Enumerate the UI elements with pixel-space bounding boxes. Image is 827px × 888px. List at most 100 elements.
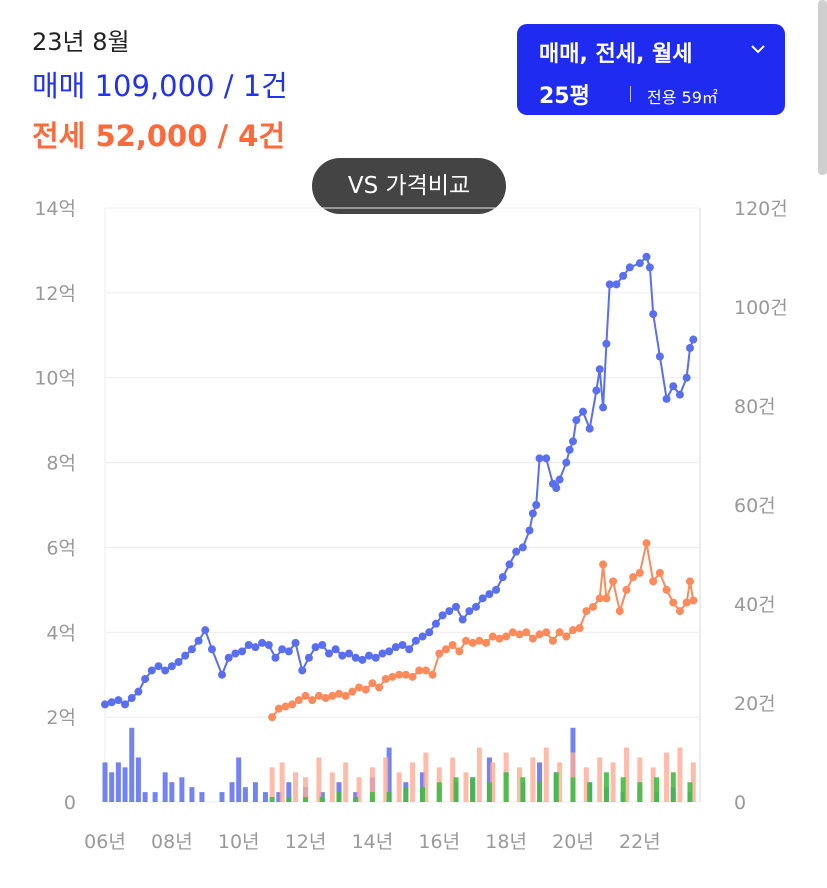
sale-price-point <box>304 653 313 662</box>
volume-bar <box>677 747 683 802</box>
volume-bar <box>252 782 258 802</box>
volume-bar <box>115 762 121 802</box>
selected-month: 23년 8월 <box>32 28 130 56</box>
volume-bar <box>420 787 426 802</box>
sale-price-point <box>605 280 614 289</box>
jeonse-price-point <box>415 666 424 675</box>
jeonse-price-point <box>495 634 504 643</box>
sale-price-point <box>318 641 327 650</box>
jeonse-price-point <box>308 696 317 705</box>
trade-type-selector[interactable]: 매매, 전세, 월세 25평 전용 59㎡ <box>517 24 785 115</box>
volume-bar <box>396 772 402 802</box>
sale-price-point <box>324 649 333 658</box>
scrollbar[interactable] <box>818 0 827 175</box>
sale-price-point <box>528 509 537 518</box>
volume-bar <box>369 792 375 802</box>
sale-price-point <box>345 649 354 658</box>
volume-bar <box>543 747 549 802</box>
jeonse-price-point <box>388 672 397 681</box>
volume-bar <box>654 777 660 802</box>
sale-price-point <box>498 573 507 582</box>
volume-bar <box>386 792 392 802</box>
jeonse-price-point <box>609 577 618 586</box>
sale-price-point <box>114 696 123 705</box>
sale-price-point <box>451 602 460 611</box>
sale-price-point <box>271 653 280 662</box>
sale-price-point <box>662 394 671 403</box>
volume-bar <box>219 792 225 802</box>
sale-price-point <box>207 645 216 654</box>
sale-price-point <box>669 382 678 391</box>
sale-price-point <box>552 484 561 493</box>
y-left-tick-label: 2억 <box>46 707 76 729</box>
sale-summary: 매매 109,000 / 1건 <box>32 64 288 108</box>
jeonse-price-point <box>441 645 450 654</box>
volume-bar <box>557 762 563 802</box>
jeonse-price-point <box>301 691 310 700</box>
sale-price-point <box>371 653 380 662</box>
price-lines <box>101 252 698 722</box>
sale-price-point <box>231 649 240 658</box>
volume-bar <box>142 792 148 802</box>
sale-price-point <box>411 636 420 645</box>
volume-bar <box>583 767 589 802</box>
sale-price-point <box>405 645 414 654</box>
sale-price-point <box>599 403 608 412</box>
x-tick-label: 22년 <box>619 831 661 853</box>
sale-price-line <box>104 254 695 706</box>
volume-bar <box>436 782 442 802</box>
x-tick-label: 08년 <box>151 831 193 853</box>
x-tick-label: 06년 <box>84 831 126 853</box>
jeonse-price-point <box>488 632 497 641</box>
vs-compare-button[interactable]: VS 가격비교 <box>312 158 506 214</box>
sale-price-point <box>127 694 136 703</box>
y-left-tick-label: 8억 <box>46 453 76 475</box>
y-left-tick-label: 4억 <box>46 622 76 644</box>
sale-price-point <box>425 628 434 637</box>
sale-price-point <box>512 547 521 556</box>
chevron-down-icon <box>751 45 765 54</box>
volume-bar <box>162 772 168 802</box>
volume-bar <box>476 747 482 802</box>
summary-panel: 23년 8월 매매 109,000 / 1건 전세 52,000 / 4건 <box>32 24 288 158</box>
jeonse-price-point <box>294 696 303 705</box>
sale-price-point <box>542 454 551 463</box>
sale-price-point <box>194 636 203 645</box>
sale-price-point <box>161 666 170 675</box>
jeonse-price-point <box>548 636 557 645</box>
sale-price-point <box>532 501 541 509</box>
y-right-tick-label: 80건 <box>734 396 776 418</box>
sale-price-point <box>224 653 233 662</box>
volume-bar <box>637 757 643 802</box>
volume-bar <box>603 772 609 802</box>
volume-bar <box>670 772 676 802</box>
jeonse-price-point <box>408 672 417 681</box>
volume-bar <box>135 757 141 802</box>
sale-price-point <box>258 638 267 647</box>
volume-bar <box>486 757 492 802</box>
x-tick-label: 18년 <box>485 831 527 853</box>
sale-price-point <box>595 365 604 374</box>
jeonse-price-point <box>655 568 664 577</box>
jeonse-price-point <box>502 632 511 641</box>
sale-price-point <box>625 263 634 272</box>
jeonse-price-point <box>341 691 350 700</box>
jeonse-price-point <box>568 626 577 635</box>
sale-price-point <box>535 454 544 463</box>
jeonse-price-point <box>642 539 651 548</box>
volume-bar <box>102 762 108 802</box>
jeonse-price-point <box>328 691 337 700</box>
volume-bar <box>570 777 576 802</box>
sale-price-point <box>612 280 621 289</box>
volume-bar <box>650 767 656 802</box>
selector-divider <box>630 86 631 102</box>
volume-bar <box>329 772 335 802</box>
sale-price-point <box>505 560 514 569</box>
jeonse-price-point <box>314 691 323 700</box>
volume-bar <box>450 757 456 802</box>
volume-bar <box>319 797 325 802</box>
x-tick-label: 10년 <box>218 831 260 853</box>
volume-bar <box>690 762 696 802</box>
sale-price-point <box>478 594 487 603</box>
x-tick-label: 16년 <box>418 831 460 853</box>
